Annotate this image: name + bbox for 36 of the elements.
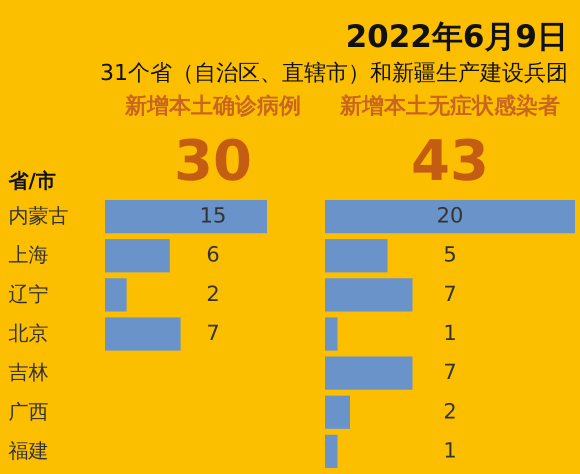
data-label: 2 <box>206 282 220 306</box>
data-label: 1 <box>443 438 457 462</box>
bar <box>105 200 267 234</box>
y-axis-title: 省/市 <box>8 168 56 192</box>
data-label: 7 <box>206 321 220 345</box>
chart-title: 新增本土确诊病例 <box>124 93 301 119</box>
bar <box>325 356 412 390</box>
bar <box>105 317 181 351</box>
data-label: 7 <box>443 282 457 306</box>
data-label: 5 <box>443 242 457 267</box>
bar <box>325 317 338 351</box>
data-label: 7 <box>443 360 457 384</box>
y-tick-label: 吉林 <box>8 360 48 384</box>
y-tick-label: 广西 <box>8 399 48 424</box>
chart-subtitle: 43 <box>411 129 489 194</box>
y-tick-label: 福建 <box>8 438 48 462</box>
text: 2022年6月9日 <box>346 19 568 55</box>
data-label: 6 <box>206 242 220 267</box>
bar <box>325 396 350 429</box>
text: 31个省（自治区、直辖市）和新疆生产建设兵团 <box>100 61 568 86</box>
y-tick-label: 内蒙古 <box>8 204 68 228</box>
chart-subtitle: 30 <box>174 129 252 194</box>
bar <box>325 239 388 272</box>
bar <box>325 278 412 312</box>
data-label: 15 <box>200 204 226 228</box>
y-tick-label: 北京 <box>8 321 48 345</box>
bar <box>105 239 170 272</box>
y-tick-label: 上海 <box>8 242 48 267</box>
data-label: 20 <box>436 204 464 228</box>
chart-title: 新增本土无症状感染者 <box>339 93 560 119</box>
bar <box>325 434 338 468</box>
data-label: 1 <box>443 321 457 345</box>
data-label: 2 <box>443 399 457 424</box>
bar <box>325 200 575 234</box>
y-tick-label: 辽宁 <box>8 282 48 306</box>
bar <box>105 278 127 312</box>
